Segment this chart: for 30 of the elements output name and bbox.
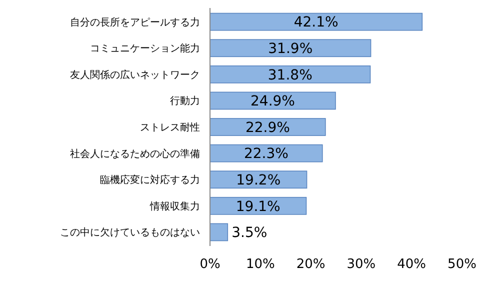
bar	[210, 223, 228, 242]
data-label: 42.1%	[294, 14, 338, 31]
bar	[210, 39, 372, 58]
data-label: 19.2%	[236, 172, 281, 188]
data-label: 31.9%	[268, 41, 313, 58]
y-tick-label: ストレス耐性	[140, 122, 200, 134]
data-label: 24.9%	[250, 94, 295, 110]
x-tick-label: 10%	[246, 257, 275, 272]
y-tick-label: 自分の長所をアピールする力	[70, 16, 200, 28]
bar	[210, 118, 326, 136]
y-tick-label: 行動力	[170, 95, 200, 108]
x-tick-label: 30%	[346, 257, 376, 272]
data-label: 22.9%	[245, 120, 290, 136]
x-tick-label: 20%	[296, 257, 326, 272]
y-tick-label: 社会人になるための心の準備	[70, 148, 200, 160]
x-tick-label: 0%	[200, 257, 220, 272]
x-tick-label: 50%	[448, 257, 476, 272]
data-label: 22.3%	[244, 146, 288, 162]
y-tick-label: 情報収集力	[149, 200, 200, 212]
data-label: 3.5%	[232, 225, 268, 242]
bar	[210, 65, 371, 84]
y-tick-label: 臨機応変に対応する力	[100, 174, 200, 186]
x-tick-label: 40%	[397, 257, 426, 272]
y-tick-label: 友人関係の広いネットワーク	[70, 68, 200, 81]
bar	[210, 196, 307, 215]
data-label: 19.1%	[236, 198, 280, 215]
data-label: 31.8%	[268, 67, 312, 84]
y-tick-label: コミュニケーション能力	[90, 42, 200, 55]
bar	[210, 12, 423, 31]
y-tick-label: この中に欠けているものはない	[60, 226, 200, 239]
